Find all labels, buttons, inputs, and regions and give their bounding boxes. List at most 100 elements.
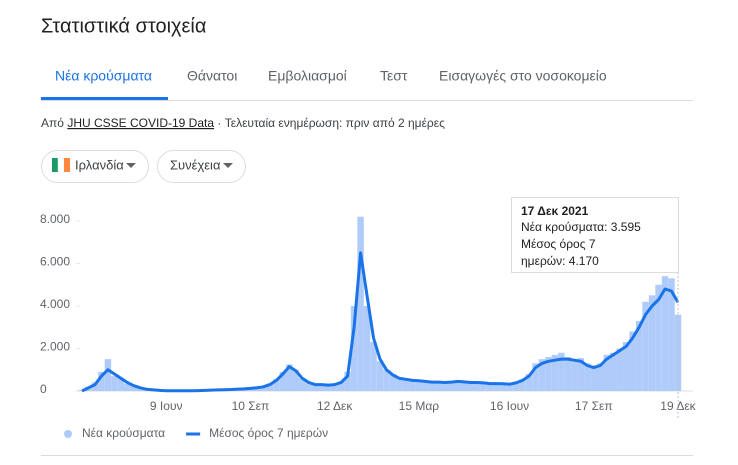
bar xyxy=(383,369,390,391)
y-tick-label: 0 xyxy=(40,382,47,396)
source-line: Από JHU CSSE COVID-19 Data · Τελευταία ε… xyxy=(41,116,445,130)
legend-label: Νέα κρούσματα xyxy=(82,426,165,440)
bar xyxy=(98,371,105,391)
bar xyxy=(279,371,287,391)
bar xyxy=(590,365,598,391)
tab[interactable]: Εμβολιασμοί xyxy=(268,68,347,84)
bar xyxy=(402,378,410,391)
bar xyxy=(137,387,144,391)
dropdown-arrow xyxy=(126,163,136,168)
y-tick-label: 2.000 xyxy=(40,340,70,354)
dropdown-arrow xyxy=(223,163,233,168)
dropdown-area[interactable] xyxy=(157,150,246,183)
bar xyxy=(331,383,338,391)
bar xyxy=(616,348,623,391)
x-tick-label: 10 Σεπ xyxy=(232,399,270,413)
bar xyxy=(130,385,138,391)
bar xyxy=(441,382,449,391)
bar xyxy=(370,342,377,391)
bar xyxy=(629,331,636,391)
tab[interactable]: Θάνατοι xyxy=(187,68,237,84)
bar xyxy=(525,374,533,391)
flag xyxy=(57,157,65,173)
x-tick-label: 9 Ιουν xyxy=(150,399,183,413)
source-link[interactable]: JHU CSSE COVID-19 Data xyxy=(67,116,214,130)
x-tick-label: 16 Ιουν xyxy=(490,399,529,413)
x-tick-label: 19 Δεκ xyxy=(660,399,696,413)
bar xyxy=(337,381,345,391)
bar xyxy=(117,378,125,391)
bar xyxy=(661,276,669,391)
bar xyxy=(344,371,351,391)
bar xyxy=(448,381,455,391)
bar xyxy=(460,381,468,391)
bar xyxy=(286,364,293,391)
tab[interactable]: Νέα κρούσματα xyxy=(55,68,152,84)
bar xyxy=(609,352,617,391)
bar xyxy=(409,379,416,391)
title: Στατιστικά στοιχεία xyxy=(41,15,206,37)
y-tick-label: 4.000 xyxy=(40,297,70,311)
bar xyxy=(545,357,552,391)
bar xyxy=(91,382,99,391)
bar xyxy=(538,359,546,391)
tooltip-line: Μέσος όρος 7 xyxy=(521,237,596,251)
bar xyxy=(473,382,481,391)
bar xyxy=(318,384,325,391)
bar xyxy=(454,381,461,391)
bar xyxy=(111,376,118,391)
bar xyxy=(622,342,630,391)
bar xyxy=(603,354,610,391)
bar xyxy=(467,382,474,391)
bar xyxy=(597,363,604,391)
bar xyxy=(577,358,585,391)
x-tick-label: 15 Μαρ xyxy=(399,399,440,413)
tooltip-date: 17 Δεκ 2021 xyxy=(521,204,589,218)
bar xyxy=(350,306,358,391)
bar xyxy=(260,386,267,391)
bar xyxy=(422,381,429,391)
bar xyxy=(428,381,436,391)
bar xyxy=(305,382,312,391)
legend-marker xyxy=(64,430,72,438)
dropdown-label[interactable]: Συνέχεια xyxy=(170,157,221,172)
bar xyxy=(273,379,280,391)
bar xyxy=(551,354,559,391)
bar xyxy=(635,320,643,391)
tooltip-line: ημερών: 4.170 xyxy=(521,254,599,268)
bar xyxy=(668,278,675,391)
bar xyxy=(292,369,300,391)
bar xyxy=(506,383,513,391)
bar xyxy=(558,352,565,391)
bar xyxy=(655,284,662,391)
line xyxy=(81,251,680,393)
bar xyxy=(363,306,371,391)
bar xyxy=(512,382,520,391)
bar xyxy=(376,361,384,391)
bar xyxy=(435,381,442,391)
source-suffix: · Τελευταία ενημέρωση: πριν από 2 ημέρες xyxy=(217,116,445,130)
bar xyxy=(480,382,487,391)
flag xyxy=(52,158,58,172)
bar xyxy=(266,383,274,391)
bar xyxy=(396,377,403,391)
bar xyxy=(564,357,572,391)
bar xyxy=(648,295,656,391)
bar xyxy=(311,384,319,391)
source-prefix: Από xyxy=(41,116,64,130)
legend-label: Μέσος όρος 7 ημερών xyxy=(209,426,328,440)
bar xyxy=(519,379,526,391)
bar xyxy=(584,363,591,391)
bar xyxy=(415,380,423,391)
y-tick-label: 6.000 xyxy=(40,255,70,269)
bar xyxy=(532,363,539,391)
dropdown-label[interactable]: Ιρλανδία xyxy=(75,157,124,172)
tab[interactable]: Τεστ xyxy=(380,68,408,84)
flag xyxy=(64,158,70,172)
bar xyxy=(299,378,306,391)
tooltip xyxy=(511,197,679,273)
bar xyxy=(642,301,649,391)
tab[interactable]: Εισαγωγές στο νοσοκομείο xyxy=(439,68,607,84)
bar xyxy=(493,383,500,391)
